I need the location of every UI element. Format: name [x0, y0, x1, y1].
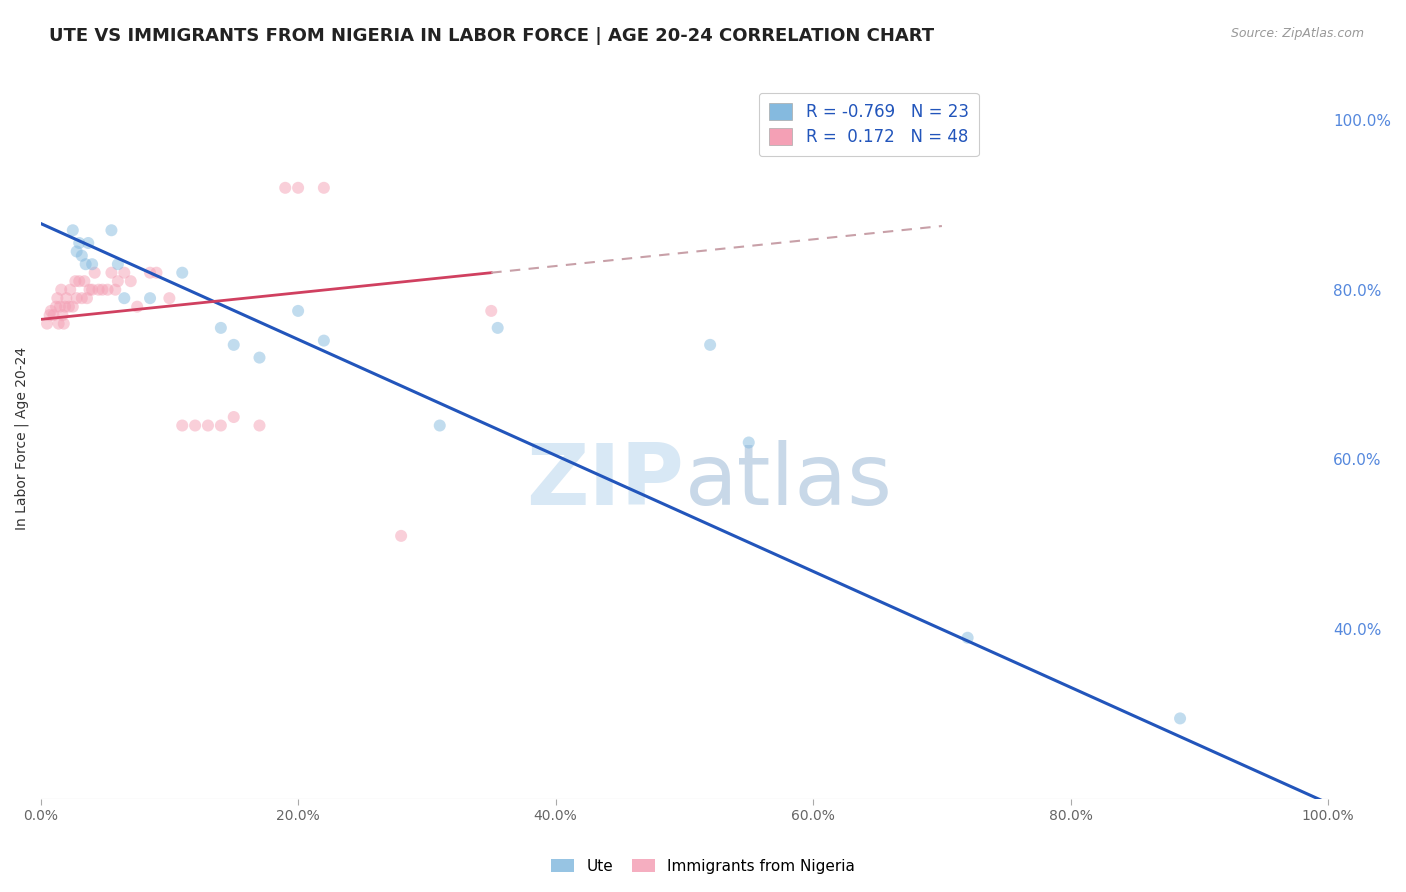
Point: [46, 291, 69, 305]
Point: [479, 304, 502, 318]
Point: [107, 257, 129, 271]
Point: [104, 283, 127, 297]
Point: [49, 300, 72, 314]
Point: [62, 223, 84, 237]
Point: [956, 631, 979, 645]
Point: [70, 249, 93, 263]
Point: [79, 283, 101, 297]
Point: [75, 257, 97, 271]
Point: [157, 291, 180, 305]
Point: [274, 181, 297, 195]
Point: [91, 283, 114, 297]
Point: [184, 418, 207, 433]
Point: [97, 283, 120, 297]
Point: [59, 283, 82, 297]
Point: [58, 300, 80, 314]
Point: [127, 300, 149, 314]
Point: [486, 321, 509, 335]
Legend: R = -0.769   N = 23, R =  0.172   N = 48: R = -0.769 N = 23, R = 0.172 N = 48: [759, 93, 979, 156]
Point: [76, 291, 98, 305]
Text: UTE VS IMMIGRANTS FROM NIGERIA IN LABOR FORCE | AGE 20-24 CORRELATION CHART: UTE VS IMMIGRANTS FROM NIGERIA IN LABOR …: [49, 27, 935, 45]
Point: [39, 304, 62, 318]
Point: [65, 274, 87, 288]
Point: [222, 338, 245, 352]
Point: [53, 300, 76, 314]
Point: [100, 223, 122, 237]
Point: [38, 308, 60, 322]
Point: [51, 308, 73, 322]
Point: [66, 244, 89, 259]
Point: [77, 235, 100, 250]
Point: [139, 266, 162, 280]
Point: [82, 283, 104, 297]
Point: [87, 283, 110, 297]
Point: [52, 317, 75, 331]
Point: [139, 291, 162, 305]
Text: ZIP: ZIP: [527, 440, 685, 523]
Text: Source: ZipAtlas.com: Source: ZipAtlas.com: [1230, 27, 1364, 40]
Point: [209, 418, 232, 433]
Point: [73, 274, 96, 288]
Point: [1168, 711, 1191, 725]
Point: [699, 338, 721, 352]
Point: [312, 334, 335, 348]
Point: [67, 235, 90, 250]
Point: [82, 257, 104, 271]
Point: [45, 300, 67, 314]
Point: [209, 321, 232, 335]
Point: [287, 181, 309, 195]
Point: [287, 304, 309, 318]
Point: [145, 266, 167, 280]
Point: [312, 181, 335, 195]
Point: [70, 291, 93, 305]
Point: [83, 266, 105, 280]
Point: [67, 274, 90, 288]
Point: [120, 274, 142, 288]
Point: [51, 283, 73, 297]
Point: [48, 317, 70, 331]
Legend: Ute, Immigrants from Nigeria: Ute, Immigrants from Nigeria: [546, 853, 860, 880]
Point: [112, 266, 135, 280]
Point: [100, 266, 122, 280]
Point: [389, 529, 412, 543]
Point: [429, 418, 451, 433]
Point: [55, 291, 77, 305]
Point: [35, 317, 58, 331]
Point: [222, 410, 245, 425]
Point: [112, 291, 135, 305]
Point: [107, 274, 129, 288]
Point: [249, 351, 271, 365]
Point: [62, 300, 84, 314]
Text: atlas: atlas: [685, 440, 893, 523]
Point: [172, 266, 194, 280]
Point: [738, 435, 761, 450]
Point: [197, 418, 219, 433]
Point: [66, 291, 89, 305]
Point: [172, 418, 194, 433]
Y-axis label: In Labor Force | Age 20-24: In Labor Force | Age 20-24: [15, 347, 30, 530]
Point: [42, 308, 65, 322]
Point: [249, 418, 271, 433]
